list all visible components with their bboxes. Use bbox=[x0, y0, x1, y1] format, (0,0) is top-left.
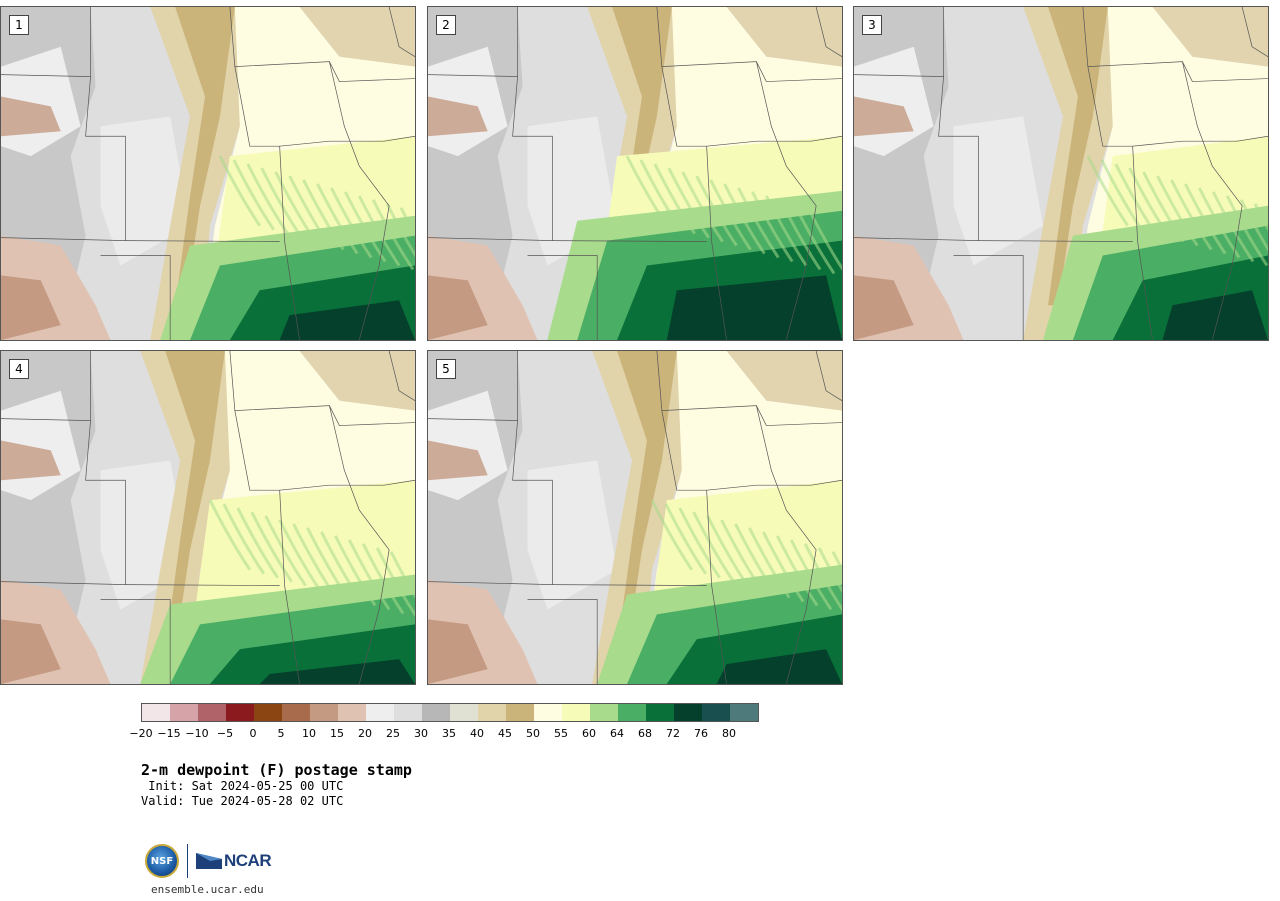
panel-label-4: 4 bbox=[9, 359, 29, 379]
colorbar-tick-label: 30 bbox=[414, 727, 428, 740]
colorbar-swatch bbox=[534, 704, 562, 721]
colorbar-swatch bbox=[282, 704, 310, 721]
init-time: Init: Sat 2024-05-25 00 UTC bbox=[141, 779, 344, 793]
colorbar-tick-label: 20 bbox=[358, 727, 372, 740]
colorbar-tick-label: 80 bbox=[722, 727, 736, 740]
colorbar-swatch bbox=[254, 704, 282, 721]
colorbar-swatch bbox=[198, 704, 226, 721]
colorbar-swatch bbox=[562, 704, 590, 721]
colorbar-swatch bbox=[422, 704, 450, 721]
map-panel-1: 1 bbox=[0, 6, 416, 341]
colorbar-swatch bbox=[618, 704, 646, 721]
chart-title: 2-m dewpoint (F) postage stamp bbox=[141, 761, 412, 779]
map-panel-4: 4 bbox=[0, 350, 416, 685]
colorbar-tick-label: 40 bbox=[470, 727, 484, 740]
colorbar-swatch bbox=[702, 704, 730, 721]
colorbar-tick-label: 68 bbox=[638, 727, 652, 740]
colorbar-swatch bbox=[170, 704, 198, 721]
colorbar-tick-label: 10 bbox=[302, 727, 316, 740]
colorbar bbox=[141, 703, 759, 722]
colorbar-tick-label: 50 bbox=[526, 727, 540, 740]
colorbar-tick-label: 0 bbox=[249, 727, 257, 740]
dewpoint-map-1 bbox=[1, 7, 415, 340]
colorbar-tick-label: 45 bbox=[498, 727, 512, 740]
ncar-logo: NCAR bbox=[196, 851, 272, 871]
colorbar-tick-label: 25 bbox=[386, 727, 400, 740]
colorbar-tick-label: 76 bbox=[694, 727, 708, 740]
colorbar-swatch bbox=[394, 704, 422, 721]
colorbar-tick-label: 72 bbox=[666, 727, 680, 740]
nsf-logo: NSF bbox=[145, 844, 179, 878]
map-panel-3: 3 bbox=[853, 6, 1269, 341]
colorbar-swatch bbox=[646, 704, 674, 721]
site-url: ensemble.ucar.edu bbox=[151, 883, 264, 896]
colorbar-tick-label: 60 bbox=[582, 727, 596, 740]
colorbar-swatch bbox=[590, 704, 618, 721]
colorbar-swatch bbox=[730, 704, 758, 721]
panel-label-5: 5 bbox=[436, 359, 456, 379]
panel-label-3: 3 bbox=[862, 15, 882, 35]
dewpoint-map-5 bbox=[428, 351, 842, 684]
colorbar-swatch bbox=[478, 704, 506, 721]
dewpoint-map-4 bbox=[1, 351, 415, 684]
panel-label-1: 1 bbox=[9, 15, 29, 35]
logo-row: NSF NCAR bbox=[145, 843, 272, 879]
map-panel-2: 2 bbox=[427, 6, 843, 341]
colorbar-tick-label: 55 bbox=[554, 727, 568, 740]
colorbar-tick-label: 64 bbox=[610, 727, 624, 740]
colorbar-tick-label: −15 bbox=[157, 727, 181, 740]
colorbar-swatch bbox=[674, 704, 702, 721]
colorbar-tick-label: 15 bbox=[330, 727, 344, 740]
colorbar-swatch bbox=[338, 704, 366, 721]
colorbar-swatch bbox=[310, 704, 338, 721]
colorbar-swatch bbox=[226, 704, 254, 721]
dewpoint-map-3 bbox=[854, 7, 1268, 340]
colorbar-swatch bbox=[366, 704, 394, 721]
dewpoint-map-2 bbox=[428, 7, 842, 340]
colorbar-tick-label: 5 bbox=[277, 727, 285, 740]
colorbar-tick-label: −20 bbox=[129, 727, 153, 740]
colorbar-tick-label: 35 bbox=[442, 727, 456, 740]
ncar-mark-icon bbox=[196, 853, 222, 869]
colorbar-swatch bbox=[142, 704, 170, 721]
panel-label-2: 2 bbox=[436, 15, 456, 35]
colorbar-tick-label: −5 bbox=[216, 727, 234, 740]
valid-time: Valid: Tue 2024-05-28 02 UTC bbox=[141, 794, 344, 808]
logo-divider bbox=[187, 844, 188, 878]
colorbar-tick-label: −10 bbox=[185, 727, 209, 740]
colorbar-swatch bbox=[506, 704, 534, 721]
map-panel-5: 5 bbox=[427, 350, 843, 685]
ncar-logo-text: NCAR bbox=[224, 851, 272, 870]
colorbar-swatch bbox=[450, 704, 478, 721]
colorbar-tick-labels: −20 −15 −10 −5 0 5 10 15 20 25 30 35 40 45 50 55 60 64 68 7… bbox=[129, 727, 781, 741]
